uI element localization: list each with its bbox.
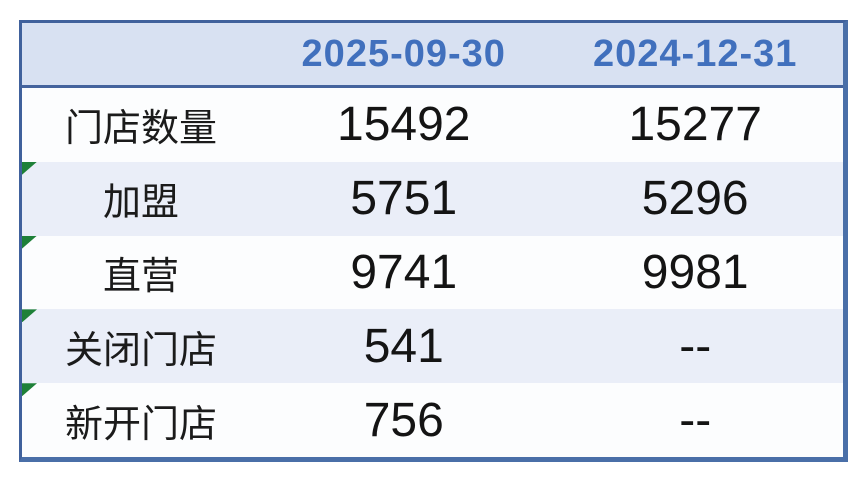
row-label-cell: 关闭门店 xyxy=(65,329,218,372)
row-label-cell: 直营 xyxy=(103,255,180,298)
value-cell-2024: 15277 xyxy=(628,98,762,152)
value-cell-2024: -- xyxy=(679,393,712,447)
row-label-cell: 新开门店 xyxy=(65,403,218,446)
header-date-2024: 2024-12-31 xyxy=(593,32,798,75)
value-cell-2024: 5296 xyxy=(641,172,749,226)
value-cell-2024: -- xyxy=(679,319,712,373)
value-cell-2025: 541 xyxy=(363,319,444,373)
row-label-cell: 加盟 xyxy=(103,182,180,225)
value-cell-2025: 5751 xyxy=(350,172,458,226)
value-cell-2025: 9741 xyxy=(350,245,458,299)
table-row: 直营 9741 9981 xyxy=(22,235,843,310)
value-cell-2025: 756 xyxy=(363,393,444,447)
value-cell-2025: 15492 xyxy=(337,98,471,152)
table-row: 新开门店 756 -- xyxy=(22,383,843,457)
header-date-2025: 2025-09-30 xyxy=(301,32,506,75)
table-row: 门店数量 15492 15277 xyxy=(22,88,843,162)
table-header-row: 2025-09-30 2024-12-31 xyxy=(22,23,843,88)
table-row: 加盟 5751 5296 xyxy=(22,161,843,236)
row-label-cell: 门店数量 xyxy=(65,108,218,151)
store-count-table: 2025-09-30 2024-12-31 门店数量 15492 15277 加… xyxy=(19,20,848,462)
table-row: 关闭门店 541 -- xyxy=(22,309,843,384)
value-cell-2024: 9981 xyxy=(641,245,749,299)
